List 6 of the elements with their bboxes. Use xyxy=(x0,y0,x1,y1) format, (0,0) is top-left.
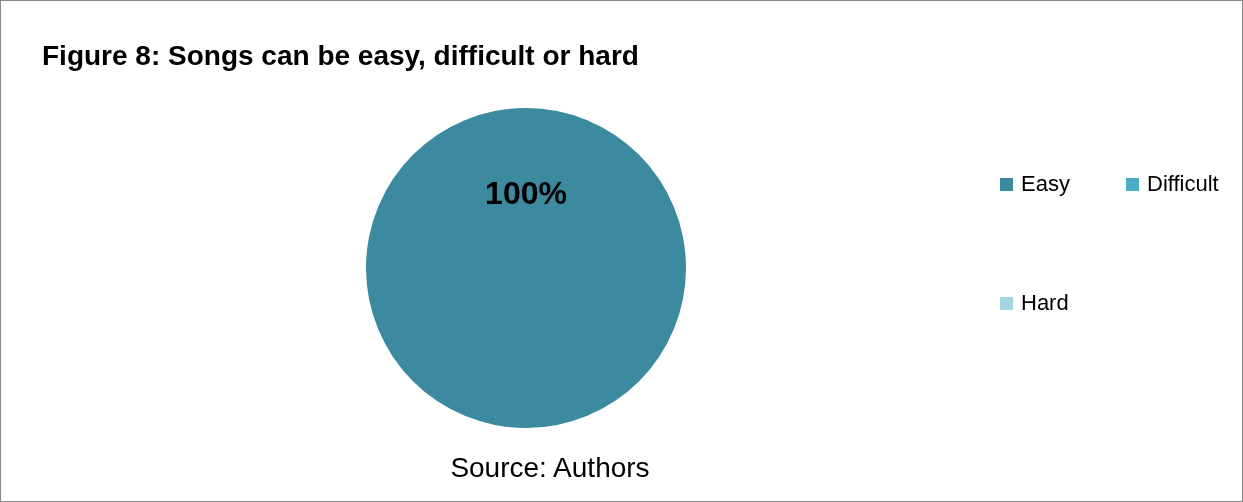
legend-label: Hard xyxy=(1021,289,1069,315)
data-label: 100% xyxy=(485,175,567,212)
legend-label: Difficult xyxy=(1147,170,1219,196)
source-note: Source: Authors xyxy=(450,452,650,483)
chart-title: Figure 8: Songs can be easy, difficult or hard xyxy=(42,40,639,71)
legend-label: Easy xyxy=(1021,170,1070,196)
